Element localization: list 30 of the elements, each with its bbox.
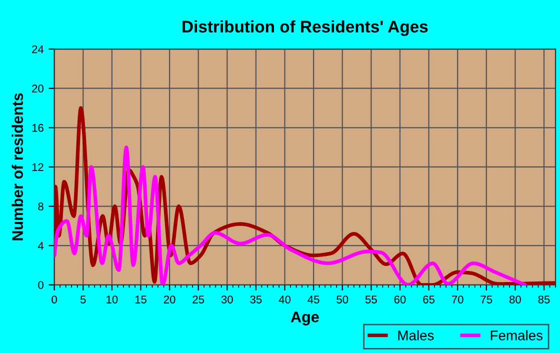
x-tick-label: 85: [538, 296, 550, 304]
x-tick-label: 25: [192, 296, 204, 304]
x-tick-label: 45: [308, 296, 320, 304]
y-tick-label: 0: [38, 281, 44, 290]
y-tick-label: 12: [32, 163, 44, 171]
y-tick-label: 4: [38, 242, 44, 250]
y-tick-label: 16: [32, 124, 44, 132]
x-tick-label: 70: [452, 296, 464, 304]
x-tick-label: 10: [106, 296, 118, 304]
legend-label: Males: [398, 330, 434, 340]
x-tick-label: 35: [250, 296, 262, 304]
x-tick-label: 60: [394, 296, 406, 304]
x-tick-label: 0: [52, 296, 57, 304]
x-tick-label: 50: [336, 296, 348, 304]
y-tick-label: 20: [32, 84, 44, 93]
x-tick-label: 75: [480, 296, 492, 304]
legend-label: Females: [490, 330, 543, 340]
x-tick-label: 20: [164, 296, 176, 304]
x-tick-label: 40: [278, 296, 290, 304]
x-axis-title: Age: [290, 312, 319, 326]
x-tick-label: 65: [423, 296, 434, 304]
x-tick-label: 30: [221, 296, 233, 304]
y-axis-title: Number of residents: [12, 93, 23, 240]
x-tick-label: 80: [509, 296, 521, 304]
y-tick-label: 24: [32, 45, 44, 54]
y-tick-label: 8: [38, 202, 44, 210]
x-tick-label: 5: [80, 296, 86, 304]
chart-title: Distribution of Residents' Ages: [182, 20, 428, 36]
x-tick-label: 55: [365, 296, 377, 304]
x-tick-label: 15: [135, 296, 146, 304]
